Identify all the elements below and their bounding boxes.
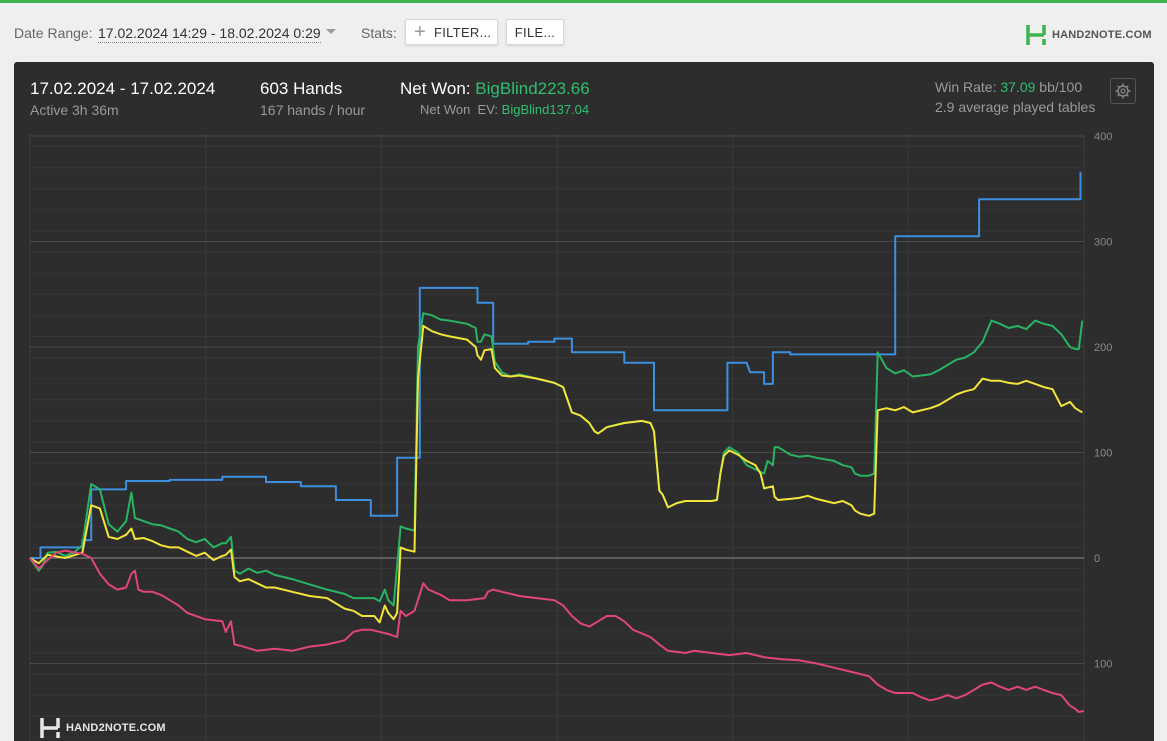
watermark: HAND2NOTE.COM <box>40 718 166 738</box>
session-dates: 17.02.2024 - 17.02.2024 <box>30 79 216 98</box>
graph-panel: 400 300 200 100 0 100 17.02.2024 - 17.02.2024… <box>14 62 1154 741</box>
watermark-text: HAND2NOTE.COM <box>66 722 166 734</box>
win-rate-unit: bb/100 <box>1039 79 1083 95</box>
win-rate-label: Win Rate: <box>935 79 997 95</box>
date-range-dropdown[interactable]: 17.02.2024 14:29 - 18.02.2024 0:29 <box>98 25 321 43</box>
profit-chart: 400 300 200 100 0 100 <box>29 131 1112 741</box>
filter-button-label: FILTER... <box>433 24 492 40</box>
top-accent-bar <box>0 0 1167 3</box>
y-tick-label: 100 <box>1094 659 1112 671</box>
net-won-ev-value: BigBlind137.04 <box>501 102 590 117</box>
net-won-label: Net Won: <box>400 79 471 98</box>
brand-name: HAND2NOTE.COM <box>1052 29 1152 41</box>
settings-button[interactable] <box>1110 78 1136 104</box>
avg-tables: 2.9 average played tables <box>935 99 1096 115</box>
y-tick-label: 0 <box>1094 553 1100 565</box>
active-time: Active 3h 36m <box>30 102 119 118</box>
chevron-down-icon[interactable] <box>326 29 336 34</box>
brand-logo: HAND2NOTE.COM <box>1026 23 1152 47</box>
hands-per-hour: 167 hands / hour <box>260 102 366 118</box>
series-line-3 <box>29 324 1083 624</box>
y-tick-label: 100 <box>1094 448 1112 460</box>
stats-label: Stats: <box>361 25 397 41</box>
net-won-ev: Net Won EV: BigBlind137.04 <box>420 102 589 117</box>
y-tick-label: 400 <box>1094 131 1112 143</box>
y-tick-label: 300 <box>1094 237 1112 249</box>
file-button-label: FILE... <box>514 24 556 40</box>
series-line-4 <box>29 549 1085 713</box>
series-line-2 <box>29 312 1084 607</box>
toolbar: Date Range: 17.02.2024 14:29 - 18.02.202… <box>0 3 1167 61</box>
gear-icon <box>1115 83 1131 99</box>
watermark-logo-icon <box>40 718 60 738</box>
plus-icon: + <box>414 21 426 43</box>
hand2note-logo-icon <box>1026 25 1046 45</box>
win-rate: Win Rate: 37.09 bb/100 <box>935 79 1082 95</box>
y-tick-label: 200 <box>1094 342 1112 354</box>
file-button[interactable]: FILE... <box>506 19 564 45</box>
filter-button[interactable]: + FILTER... <box>405 19 498 45</box>
date-range-label: Date Range: <box>14 25 93 41</box>
net-won-ev-label: Net Won EV: <box>420 102 499 117</box>
series-line-1 <box>30 171 1082 559</box>
net-won: Net Won: BigBlind223.66 <box>400 79 590 99</box>
hands-count: 603 Hands <box>260 79 343 98</box>
net-won-value: BigBlind223.66 <box>475 79 590 98</box>
win-rate-value: 37.09 <box>1000 79 1036 95</box>
